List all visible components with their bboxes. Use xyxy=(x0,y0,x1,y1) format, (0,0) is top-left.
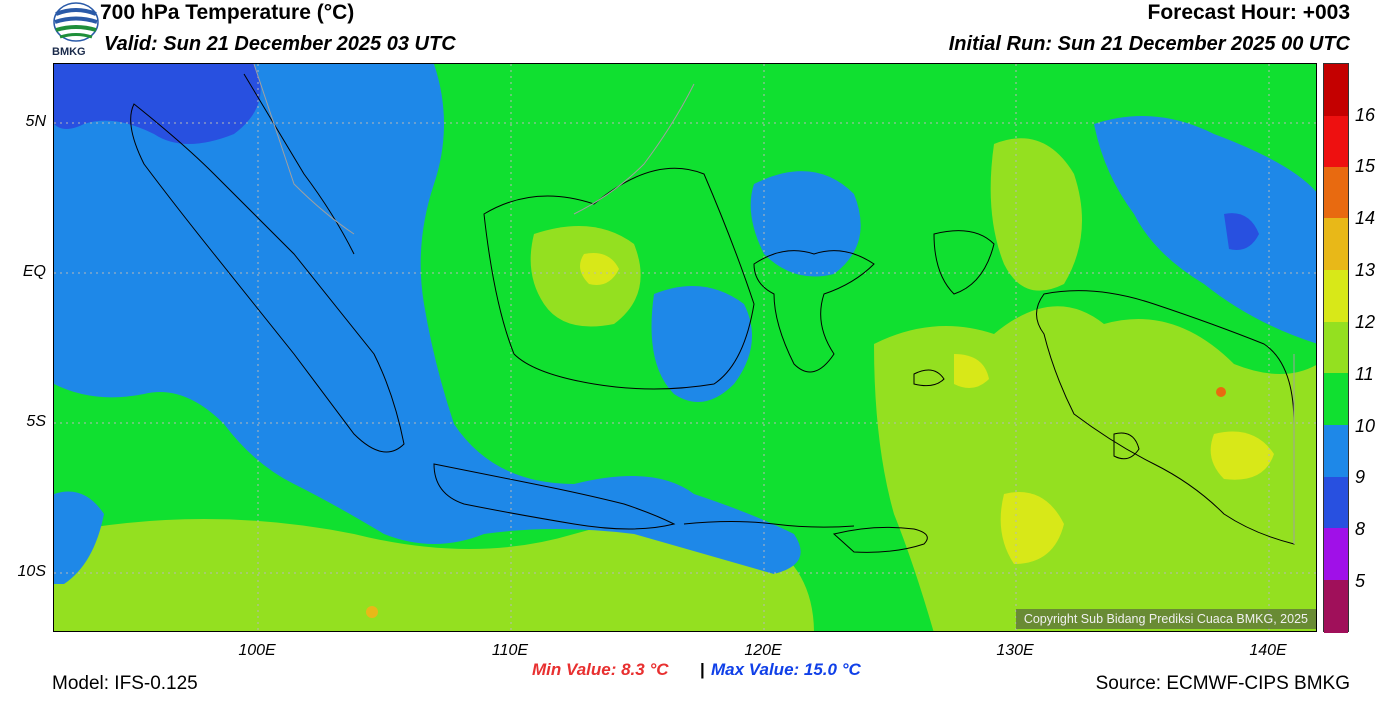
colorbar-seg-4 xyxy=(1324,270,1348,322)
colorbar-label-5: 5 xyxy=(1355,571,1366,591)
colorbar-seg-1 xyxy=(1324,116,1348,167)
model-label: Model: IFS-0.125 xyxy=(52,673,198,694)
colorbar xyxy=(1323,63,1349,633)
colorbar-seg-10 xyxy=(1324,580,1348,633)
halmahera xyxy=(933,230,995,295)
colorbar-label-8: 8 xyxy=(1355,519,1366,539)
colorbar-label-15: 15 xyxy=(1355,156,1376,176)
temperature-map[interactable] xyxy=(53,63,1317,632)
field-level-13 xyxy=(1210,431,1274,480)
lat-label-eq: EQ xyxy=(22,263,46,280)
colorbar-seg-6 xyxy=(1324,373,1348,425)
colorbar-label-11: 11 xyxy=(1355,364,1374,384)
colorbar-label-10: 10 xyxy=(1355,416,1376,436)
lon-label-130e: 130E xyxy=(996,642,1034,659)
colorbar-seg-9 xyxy=(1324,528,1348,580)
colorbar-seg-3 xyxy=(1324,218,1348,270)
lon-label-110e: 110E xyxy=(491,642,529,659)
lat-label-10s: 10S xyxy=(17,563,46,580)
lat-label-5n: 5N xyxy=(25,113,46,130)
coastlines xyxy=(130,73,1295,553)
field-level-10-northeast xyxy=(1094,116,1316,344)
java xyxy=(433,463,676,530)
initial-run: Initial Run: Sun 21 December 2025 00 UTC xyxy=(948,33,1350,55)
colorbar-label-14: 14 xyxy=(1355,208,1376,228)
min-value: Min Value: 8.3 °C xyxy=(532,660,669,679)
sumatra xyxy=(130,103,405,453)
lon-label-100e: 100E xyxy=(238,642,276,659)
colorbar-seg-0 xyxy=(1324,64,1348,116)
papua xyxy=(1036,290,1295,545)
field-level-12-south xyxy=(54,519,814,631)
sulawesi xyxy=(753,250,875,373)
valid-time: Valid: Sun 21 December 2025 03 UTC xyxy=(104,33,456,55)
lat-label-5s: 5S xyxy=(26,413,46,430)
graticule xyxy=(54,64,1316,631)
borneo xyxy=(483,167,755,390)
colorbar-seg-5 xyxy=(1324,322,1348,373)
borders xyxy=(253,64,1295,544)
colorbar-seg-2 xyxy=(1324,167,1348,218)
source-label: Source: ECMWF-CIPS BMKG xyxy=(1095,673,1350,694)
max-value: Max Value: 15.0 °C xyxy=(711,660,861,679)
colorbar-label-9: 9 xyxy=(1355,467,1366,487)
stats-separator: | xyxy=(700,660,705,679)
field-level-9-north xyxy=(54,64,261,144)
colorbar-label-12: 12 xyxy=(1355,312,1376,332)
colorbar-label-13: 13 xyxy=(1355,260,1376,280)
field-level-12-east xyxy=(874,306,1316,631)
colorbar-seg-7 xyxy=(1324,425,1348,477)
field-level-10-west xyxy=(54,64,801,574)
forecast-hour: Forecast Hour: +003 xyxy=(1147,1,1351,24)
colorbar-seg-8 xyxy=(1324,477,1348,528)
lon-label-120e: 120E xyxy=(744,642,782,659)
field-level-14 xyxy=(1216,387,1226,397)
bmkg-logo xyxy=(52,2,100,60)
colorbar-label-16: 16 xyxy=(1355,105,1376,125)
lon-label-140e: 140E xyxy=(1249,642,1287,659)
copyright-notice: Copyright Sub Bidang Prediksi Cuaca BMKG… xyxy=(1015,609,1316,629)
map-title: 700 hPa Temperature (°C) xyxy=(100,1,355,24)
logo-text: BMKG xyxy=(52,46,86,58)
